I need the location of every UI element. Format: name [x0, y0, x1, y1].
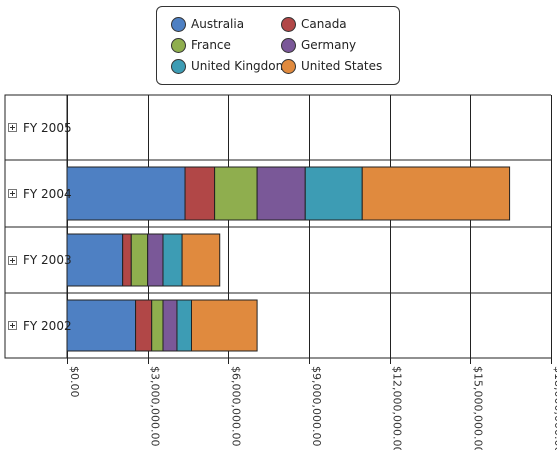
bar-fy-2004-france — [214, 166, 258, 221]
legend-swatch — [281, 16, 296, 32]
legend-swatch — [171, 16, 186, 32]
bar-fy-2003-canada — [122, 233, 132, 287]
legend-item-united-kingdom: United Kingdom — [171, 56, 287, 76]
legend-swatch — [281, 37, 296, 53]
legend-item-france: France — [171, 35, 231, 55]
bar-fy-2002-france — [151, 299, 164, 352]
legend-label: France — [191, 38, 231, 52]
category-label: FY 2004 — [23, 186, 72, 201]
bar-fy-2002-canada — [135, 299, 153, 352]
bar-fy-2003-united-kingdom — [162, 233, 183, 287]
row-label-fy-2003[interactable]: FY 2003 — [8, 252, 72, 268]
legend-swatch — [281, 58, 296, 74]
legend-swatch — [171, 58, 186, 74]
row-label-fy-2004[interactable]: FY 2004 — [8, 186, 72, 202]
x-tick-label: $9,000,000.00 — [310, 366, 323, 446]
bar-fy-2002-united-kingdom — [176, 299, 192, 352]
x-tick-label: $3,000,000.00 — [149, 366, 162, 446]
bar-fy-2004-germany — [256, 166, 306, 221]
legend-label: United States — [301, 59, 383, 73]
expand-icon[interactable] — [8, 255, 17, 265]
legend-item-germany: Germany — [281, 35, 356, 55]
bar-fy-2004-canada — [184, 166, 216, 221]
x-tick-label: $15,000,000.00 — [471, 366, 484, 450]
bar-fy-2003-france — [130, 233, 149, 287]
category-label: FY 2003 — [23, 253, 72, 267]
category-label: FY 2005 — [23, 120, 72, 135]
expand-icon[interactable] — [8, 123, 17, 132]
legend-label: Germany — [301, 38, 357, 52]
bar-fy-2003-germany — [147, 233, 164, 287]
legend-label: Australia — [191, 17, 245, 31]
legend-swatch — [171, 37, 186, 53]
bar-fy-2002-germany — [162, 299, 178, 352]
legend-label: Canada — [301, 17, 347, 31]
x-tick-label: $0.00 — [68, 366, 81, 398]
legend-item-australia: Australia — [171, 14, 244, 34]
legend: Australia Canada France Germany United Kingd… — [156, 6, 400, 85]
expand-icon[interactable] — [8, 189, 17, 198]
bar-fy-2004-australia — [66, 166, 186, 221]
x-tick-label: $6,000,000.00 — [229, 366, 242, 446]
bar-fy-2003-australia — [66, 233, 124, 287]
x-tick-label: $18,000,000.00 — [552, 366, 557, 450]
row-label-fy-2005[interactable]: FY 2005 — [8, 120, 72, 136]
category-label: FY 2002 — [23, 318, 72, 333]
bar-fy-2002-united-states — [190, 299, 258, 352]
bar-fy-2004-united-kingdom — [304, 166, 363, 221]
expand-icon[interactable] — [8, 321, 17, 330]
x-tick-label: $12,000,000.00 — [391, 366, 404, 450]
legend-item-united-states: United States — [281, 56, 382, 76]
legend-label: United Kingdom — [191, 59, 288, 73]
bar-fy-2002-australia — [66, 299, 137, 352]
legend-item-canada: Canada — [281, 14, 347, 34]
bar-fy-2003-united-states — [181, 233, 221, 287]
row-label-fy-2002[interactable]: FY 2002 — [8, 318, 72, 334]
bar-fy-2004-united-states — [361, 166, 511, 221]
